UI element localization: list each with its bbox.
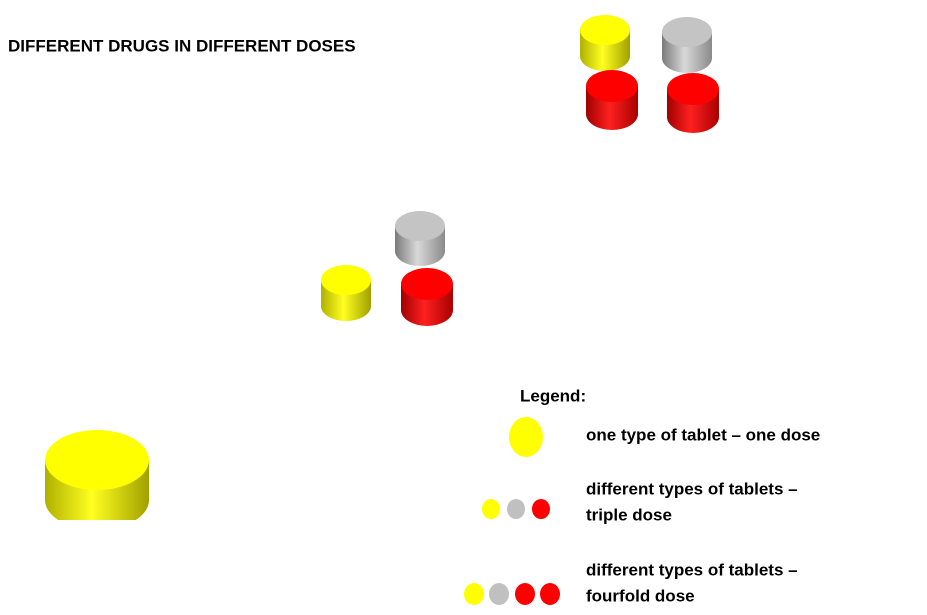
legend-dot xyxy=(509,417,543,457)
title: DIFFERENT DRUGS IN DIFFERENT DOSES xyxy=(8,36,356,55)
tablet-top xyxy=(580,15,630,45)
page: DIFFERENT DRUGS IN DIFFERENT DOSES Legen… xyxy=(0,0,927,610)
tablet-top xyxy=(395,211,445,241)
tablet-top xyxy=(662,17,712,47)
legend-label: different types of tablets – xyxy=(586,479,798,498)
tablet xyxy=(401,268,453,326)
tablet-top xyxy=(321,265,371,295)
legend-title: Legend: xyxy=(520,386,586,405)
tablet-top xyxy=(45,430,149,490)
large-tablet xyxy=(45,430,149,530)
legend-dot xyxy=(489,583,509,605)
legend-dot xyxy=(540,583,560,605)
diagram: DIFFERENT DRUGS IN DIFFERENT DOSES Legen… xyxy=(0,0,927,610)
tablet xyxy=(395,211,445,266)
legend-label: different types of tablets – xyxy=(586,560,798,579)
tablet xyxy=(45,430,149,530)
legend-dot xyxy=(515,583,535,605)
legend-dot xyxy=(532,499,550,519)
legend-label: fourfold dose xyxy=(586,586,695,605)
tablet xyxy=(667,73,719,133)
tablet xyxy=(321,265,371,321)
legend-dot xyxy=(482,499,500,519)
legend-dot xyxy=(464,583,484,605)
tablet xyxy=(586,70,638,130)
tablets xyxy=(321,15,719,326)
tablet-top xyxy=(401,268,453,300)
legend-label: one type of tablet – one dose xyxy=(586,425,820,444)
tablet-top xyxy=(586,70,638,102)
legend-dot xyxy=(507,499,525,519)
tablet xyxy=(662,17,712,73)
tablet xyxy=(580,15,630,71)
legend-label: triple dose xyxy=(586,505,672,524)
tablet-top xyxy=(667,73,719,105)
